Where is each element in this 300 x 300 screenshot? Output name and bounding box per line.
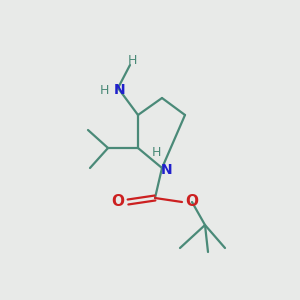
- Text: O: O: [185, 194, 199, 209]
- Text: H: H: [127, 55, 137, 68]
- Text: H: H: [99, 83, 109, 97]
- Text: H: H: [151, 146, 161, 158]
- Text: N: N: [114, 83, 126, 97]
- Text: O: O: [112, 194, 124, 209]
- Text: N: N: [161, 163, 173, 177]
